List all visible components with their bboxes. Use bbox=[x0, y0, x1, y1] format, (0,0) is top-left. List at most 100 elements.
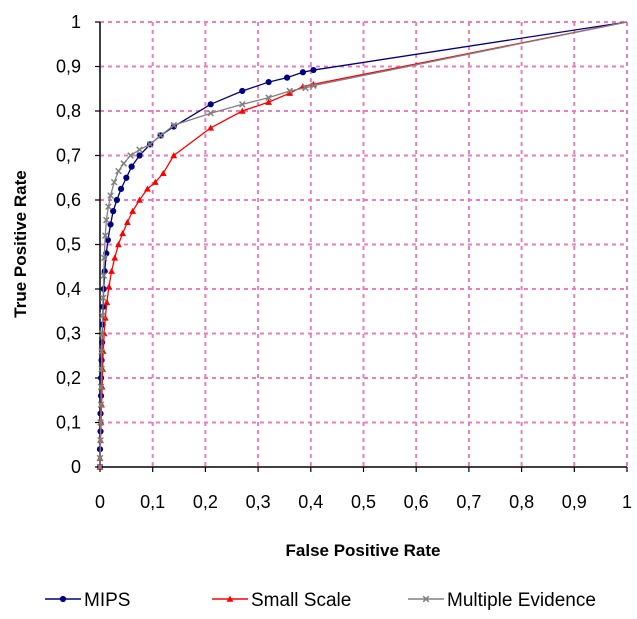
data-point-multiple-evidence bbox=[265, 94, 272, 101]
data-point-multiple-evidence bbox=[99, 312, 106, 320]
data-point-small-scale bbox=[238, 107, 246, 114]
x-tick-label: 1 bbox=[622, 492, 632, 512]
y-tick-label: 0,9 bbox=[56, 57, 81, 77]
y-tick-label: 0,6 bbox=[56, 190, 81, 210]
series-line-small-scale bbox=[99, 21, 628, 467]
y-tick-label: 0,1 bbox=[56, 413, 81, 433]
data-point-mips bbox=[113, 196, 120, 204]
data-point-small-scale bbox=[159, 169, 167, 177]
data-point-mips bbox=[107, 221, 114, 228]
y-tick-label: 0,8 bbox=[56, 101, 81, 121]
x-tick-label: 0,9 bbox=[562, 492, 587, 512]
data-point-small-scale bbox=[103, 298, 111, 306]
x-tick-label: 0,8 bbox=[509, 492, 534, 512]
x-tick-label: 0,2 bbox=[193, 492, 218, 512]
data-point-multiple-evidence bbox=[286, 87, 294, 95]
tick-labels: 0 0,1 0,2 0,3 0,4 0,5 0,6 0,7 0,8 0,9 1 0 0,1 0,2 0,3 0… bbox=[56, 12, 632, 512]
grid bbox=[100, 21, 628, 467]
y-tick-label: 1 bbox=[71, 12, 81, 32]
data-point-mips bbox=[239, 87, 246, 95]
data-point-mips bbox=[128, 163, 135, 170]
data-point-multiple-evidence bbox=[98, 365, 105, 373]
data-point-multiple-evidence bbox=[310, 82, 317, 89]
x-tick-label: 0,4 bbox=[298, 492, 323, 512]
data-point-small-scale bbox=[207, 124, 215, 131]
legend-label-small-scale: Small Scale bbox=[251, 590, 351, 611]
x-tick-label: 0 bbox=[95, 492, 105, 512]
y-tick-label: 0,3 bbox=[56, 324, 81, 344]
data-point-multiple-evidence bbox=[100, 254, 108, 262]
data-point-multiple-evidence bbox=[101, 232, 109, 239]
data-point-small-scale bbox=[144, 185, 151, 192]
data-point-multiple-evidence bbox=[107, 192, 114, 199]
y-tick-label: 0,7 bbox=[56, 146, 81, 166]
data-point-multiple-evidence bbox=[100, 272, 108, 279]
data-point-small-scale bbox=[286, 89, 294, 96]
data-point-mips bbox=[283, 74, 291, 81]
data-point-small-scale bbox=[111, 254, 119, 261]
legend-marker-small-scale bbox=[226, 595, 234, 602]
series-multiple-evidence bbox=[96, 21, 628, 471]
data-point-multiple-evidence bbox=[120, 160, 128, 167]
x-tick-label: 0,3 bbox=[246, 492, 271, 512]
data-point-mips bbox=[207, 101, 214, 108]
data-point-multiple-evidence bbox=[127, 152, 134, 159]
legend-item-small-scale: Small Scale bbox=[212, 590, 351, 611]
data-point-multiple-evidence bbox=[136, 146, 143, 154]
axes bbox=[95, 21, 628, 472]
x-tick-label: 0,5 bbox=[351, 492, 376, 512]
y-tick-label: 0,5 bbox=[56, 235, 81, 255]
data-point-small-scale bbox=[119, 229, 127, 237]
series-small-scale bbox=[96, 21, 628, 470]
data-point-multiple-evidence bbox=[207, 109, 215, 117]
data-point-small-scale bbox=[108, 267, 115, 274]
legend-marker-mips bbox=[59, 595, 67, 603]
data-point-mips bbox=[265, 78, 272, 86]
data-point-multiple-evidence bbox=[96, 463, 104, 471]
y-tick-label: 0 bbox=[71, 457, 81, 477]
x-tick-label: 0,7 bbox=[456, 492, 481, 512]
y-tick-label: 0,4 bbox=[56, 279, 81, 299]
series-lines bbox=[96, 21, 628, 471]
legend-item-mips: MIPS bbox=[45, 590, 130, 611]
legend-label-multiple-evidence: Multiple Evidence bbox=[447, 590, 596, 611]
data-point-multiple-evidence bbox=[99, 294, 107, 302]
data-point-small-scale bbox=[170, 152, 178, 159]
data-point-multiple-evidence bbox=[97, 436, 104, 444]
data-point-multiple-evidence bbox=[115, 167, 122, 175]
data-point-small-scale bbox=[136, 196, 143, 203]
data-point-multiple-evidence bbox=[96, 454, 104, 462]
data-point-mips bbox=[110, 208, 117, 215]
legend-item-multiple-evidence: Multiple Evidence bbox=[408, 590, 596, 611]
x-tick-label: 0,6 bbox=[404, 492, 429, 512]
data-point-multiple-evidence bbox=[146, 141, 154, 148]
data-point-multiple-evidence bbox=[98, 347, 105, 355]
data-point-small-scale bbox=[115, 241, 122, 248]
series-line-multiple-evidence bbox=[99, 21, 628, 467]
data-point-mips bbox=[123, 174, 130, 181]
legend-label-mips: MIPS bbox=[84, 590, 130, 611]
data-point-multiple-evidence bbox=[97, 383, 105, 391]
data-point-multiple-evidence bbox=[170, 121, 178, 129]
data-point-mips bbox=[299, 69, 306, 76]
data-point-small-scale bbox=[124, 218, 131, 225]
series-mips bbox=[96, 21, 628, 471]
data-point-multiple-evidence bbox=[157, 132, 164, 139]
x-tick-label: 0,1 bbox=[140, 492, 165, 512]
data-point-multiple-evidence bbox=[98, 330, 106, 337]
data-point-multiple-evidence bbox=[110, 178, 118, 186]
data-point-small-scale bbox=[265, 98, 273, 105]
data-point-multiple-evidence bbox=[105, 203, 112, 211]
data-point-multiple-evidence bbox=[238, 100, 246, 108]
y-tick-label: 0,2 bbox=[56, 368, 81, 388]
legend-marker-multiple-evidence bbox=[422, 595, 430, 603]
data-point-mips bbox=[136, 152, 143, 159]
data-point-small-scale bbox=[105, 283, 113, 290]
data-point-small-scale bbox=[151, 178, 159, 185]
data-point-small-scale bbox=[129, 207, 137, 214]
legend: MIPS Small Scale Multiple Evidence bbox=[45, 590, 596, 611]
data-point-multiple-evidence bbox=[97, 401, 105, 409]
data-point-multiple-evidence bbox=[102, 216, 110, 224]
data-point-multiple-evidence bbox=[302, 84, 309, 92]
